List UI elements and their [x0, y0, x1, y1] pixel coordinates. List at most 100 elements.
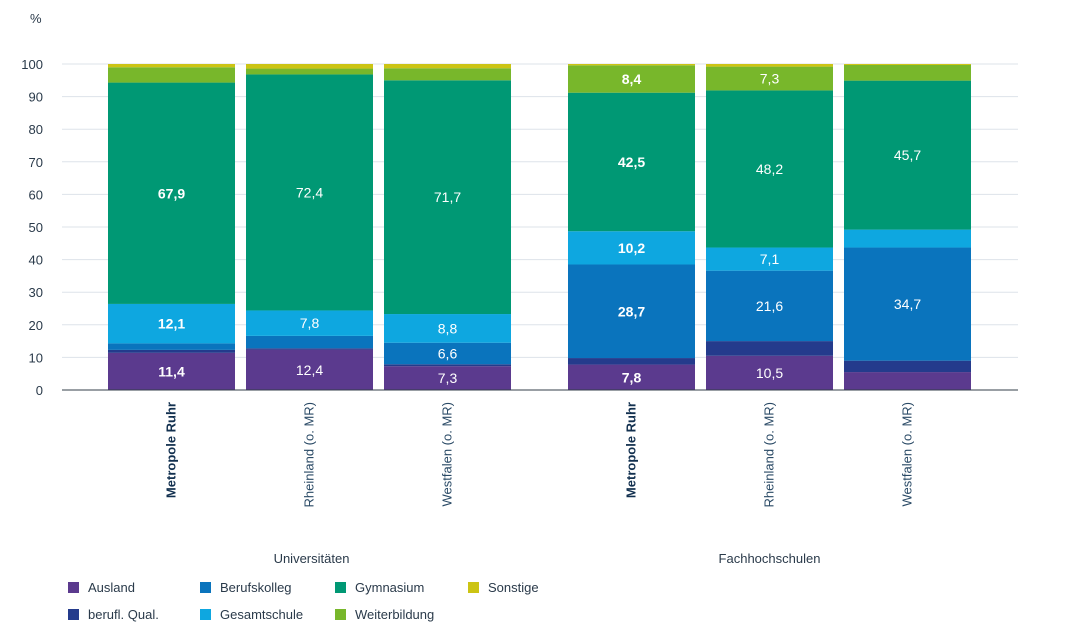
- category-label: Metropole Ruhr: [624, 402, 639, 498]
- data-label: 6,6: [438, 345, 458, 361]
- bar-segment: [246, 64, 373, 69]
- bar-segment: [844, 229, 971, 248]
- data-label: 10,2: [618, 240, 645, 256]
- legend-label: Gymnasium: [355, 580, 424, 595]
- data-label: 8,4: [622, 71, 642, 87]
- y-tick-label: 80: [29, 122, 43, 137]
- legend: Ausland Berufskolleg Gymnasium Sonstige beru…: [68, 580, 539, 622]
- legend-item: berufl. Qual.: [68, 607, 159, 622]
- data-label: 12,1: [158, 316, 185, 332]
- bar-segment: [108, 82, 235, 304]
- legend-swatch: [335, 582, 346, 593]
- legend-item: Ausland: [68, 580, 135, 595]
- bar-segment: [384, 364, 511, 367]
- y-tick-label: 10: [29, 350, 43, 365]
- y-tick-label: 90: [29, 90, 43, 105]
- bar-segment: [568, 64, 695, 66]
- bar-segment: [384, 64, 511, 69]
- y-tick-label: 60: [29, 187, 43, 202]
- y-tick-label: 70: [29, 155, 43, 170]
- bar-segment: [384, 314, 511, 343]
- data-label: 48,2: [756, 161, 783, 177]
- data-label: 7,8: [622, 369, 642, 385]
- legend-swatch: [335, 609, 346, 620]
- legend-label: Ausland: [88, 580, 135, 595]
- legend-label: Weiterbildung: [355, 607, 434, 622]
- bar-segment: [246, 349, 373, 390]
- bar-segment: [706, 270, 833, 342]
- legend-item: Sonstige: [468, 580, 539, 595]
- data-label: 67,9: [158, 185, 185, 201]
- bar-segment: [384, 80, 511, 315]
- bar-segment: [568, 264, 695, 359]
- bar-segment: [108, 64, 235, 68]
- legend-item: Weiterbildung: [335, 607, 434, 622]
- bar-segment: [108, 303, 235, 344]
- bar-segment: [568, 65, 695, 93]
- bar-segment: [706, 355, 833, 390]
- y-tick-label: 30: [29, 285, 43, 300]
- data-label: 10,5: [756, 365, 783, 381]
- legend-item: Berufskolleg: [200, 580, 292, 595]
- bar-segment: [108, 343, 235, 350]
- legend-label: Gesamtschule: [220, 607, 303, 622]
- bar-segment: [246, 68, 373, 75]
- data-label: 42,5: [618, 154, 645, 170]
- category-labels: Metropole Ruhr Rheinland (o. MR) Westfalen…: [164, 402, 915, 508]
- legend-item: Gesamtschule: [200, 607, 303, 622]
- legend-swatch: [468, 582, 479, 593]
- bar-segment: [568, 231, 695, 265]
- bar-segment: [706, 247, 833, 271]
- y-tick-label: 50: [29, 220, 43, 235]
- legend-swatch: [68, 609, 79, 620]
- bar-segment: [246, 335, 373, 349]
- data-label: 7,8: [300, 315, 320, 331]
- y-axis-label: %: [30, 11, 42, 26]
- group-label: Universitäten: [274, 551, 350, 566]
- y-tick-label: 100: [21, 57, 43, 72]
- data-label: 21,6: [756, 298, 783, 314]
- category-label: Westfalen (o. MR): [440, 402, 455, 507]
- bar-segment: [568, 92, 695, 232]
- bar-segment: [384, 366, 511, 390]
- bar-segment: [246, 310, 373, 336]
- legend-swatch: [200, 582, 211, 593]
- category-label: Rheinland (o. MR): [762, 402, 777, 508]
- y-tick-label: 20: [29, 318, 43, 333]
- y-tick-label: 0: [36, 383, 43, 398]
- bar-segment: [706, 66, 833, 91]
- bar-segment: [844, 64, 971, 81]
- bar-segment: [844, 64, 971, 65]
- bar-segment: [844, 372, 971, 390]
- bar-segment: [844, 80, 971, 230]
- bar-segment: [568, 364, 695, 390]
- data-label: 28,7: [618, 303, 645, 319]
- data-label: 71,7: [434, 189, 461, 205]
- bar-segment: [108, 352, 235, 390]
- data-label: 12,4: [296, 362, 323, 378]
- y-tick-label: 40: [29, 253, 43, 268]
- legend-label: Sonstige: [488, 580, 539, 595]
- data-label: 11,4: [158, 363, 185, 379]
- data-label: 8,8: [438, 320, 458, 336]
- legend-label: berufl. Qual.: [88, 607, 159, 622]
- bar-segment: [706, 90, 833, 248]
- legend-swatch: [200, 609, 211, 620]
- bar-segment: [706, 341, 833, 356]
- data-label: 7,3: [438, 370, 458, 386]
- bar-segment: [844, 247, 971, 361]
- group-label: Fachhochschulen: [719, 551, 821, 566]
- bar-segment: [706, 64, 833, 67]
- bar-segment: [246, 74, 373, 311]
- group-labels: Universitäten Fachhochschulen: [274, 551, 821, 566]
- bar-segment: [108, 67, 235, 83]
- y-axis-ticks: 0 10 20 30 40 50 60 70 80 90 100: [21, 57, 43, 398]
- bar-segment: [108, 349, 235, 353]
- data-label: 7,3: [760, 71, 780, 87]
- category-label: Westfalen (o. MR): [900, 402, 915, 507]
- bars: 11,4 12,1 67,9 12,4 7,8 72,4 7,3 6,6 8,8 71,7 7,8 2…: [108, 64, 971, 390]
- bar-segment: [568, 358, 695, 365]
- bar-segment: [384, 342, 511, 365]
- data-label: 7,1: [760, 251, 780, 267]
